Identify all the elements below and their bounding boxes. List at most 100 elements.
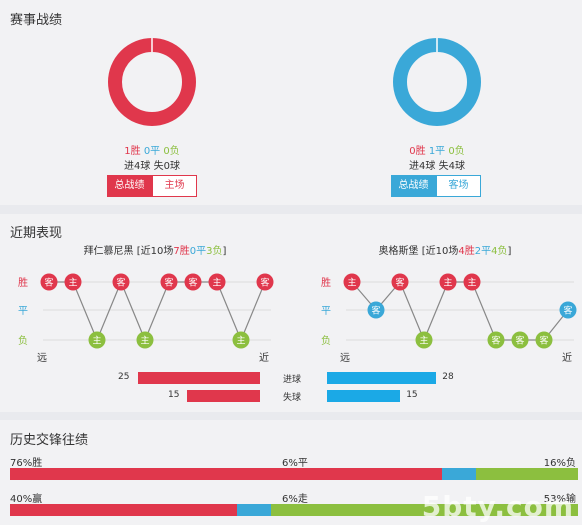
svg-text:主: 主 — [467, 277, 476, 289]
home-goals-value: 25 — [118, 372, 130, 382]
home-match-dot: 主 — [232, 331, 250, 349]
hist2-loss-segment — [271, 504, 578, 516]
home-conceded-value: 15 — [168, 390, 180, 400]
away-far-label: 远 — [340, 352, 350, 364]
home-ring-win — [108, 38, 196, 126]
away-match-dot: 客 — [487, 331, 505, 349]
svg-text:主: 主 — [140, 335, 149, 347]
home-loss-count: 0负 — [163, 146, 180, 157]
away-ring-chart — [393, 38, 481, 126]
away-match-dot: 主 — [463, 273, 481, 291]
home-row-label: 负 — [18, 334, 28, 347]
home-row-label: 平 — [18, 306, 28, 317]
home-form-line — [49, 280, 266, 342]
svg-text:客: 客 — [491, 335, 500, 347]
away-conceded: 失4球 — [438, 161, 465, 172]
home-conceded-bar — [186, 390, 260, 402]
away-match-dot: 客 — [535, 331, 553, 349]
home-row-label: 胜 — [18, 277, 28, 289]
svg-text:主: 主 — [68, 277, 77, 289]
away-loss-count: 0负 — [448, 146, 465, 157]
home-tabs: 总战绩 主场 — [107, 175, 197, 197]
svg-text:客: 客 — [188, 277, 197, 289]
away-row-label: 胜 — [321, 277, 331, 289]
svg-text:客: 客 — [539, 335, 548, 347]
away-goals: 进4球 — [409, 161, 436, 172]
goals-label: 进球 — [283, 375, 302, 385]
svg-text:主: 主 — [443, 277, 452, 289]
away-match-dot: 主 — [415, 331, 433, 349]
watermark: 5bty.com — [421, 490, 574, 523]
hist1-draw-segment — [441, 468, 476, 480]
home-record: 1胜 0平 0负 — [92, 142, 212, 157]
home-goals-line: 进4球 失0球 — [92, 157, 212, 172]
away-conceded-value: 15 — [406, 390, 418, 400]
history-draw-pct: 6%平 — [282, 458, 308, 469]
home-team-name: 拜仁慕尼黑 — [83, 246, 134, 257]
home-goals-bar — [138, 372, 260, 384]
hist1-loss-segment — [475, 468, 578, 480]
home-win-count: 1胜 — [124, 146, 141, 157]
tab-away-overall[interactable]: 总战绩 — [391, 175, 436, 197]
recent-title: 近期表现 — [10, 226, 63, 241]
home-draw-count: 0平 — [143, 146, 161, 157]
away-match-dot: 客 — [391, 273, 409, 291]
hist1-win-segment — [10, 468, 442, 480]
tab-home-overall[interactable]: 总战绩 — [107, 175, 152, 197]
history-loss-pct: 16%负 — [543, 458, 576, 469]
svg-text:客: 客 — [116, 277, 125, 289]
svg-text:客: 客 — [260, 277, 269, 289]
svg-text:主: 主 — [212, 277, 221, 289]
away-goals-value: 28 — [442, 372, 454, 382]
svg-text:客: 客 — [563, 305, 572, 317]
home-match-dot: 客 — [160, 273, 178, 291]
history-result-bar — [10, 468, 578, 480]
conceded-label: 失球 — [283, 393, 302, 403]
away-near-label: 近 — [562, 351, 572, 364]
svg-text:主: 主 — [419, 335, 428, 347]
home-far-label: 远 — [37, 352, 47, 364]
home-match-dot: 主 — [208, 273, 226, 291]
away-match-dot: 客 — [367, 301, 385, 319]
home-match-dot: 客 — [256, 273, 274, 291]
away-match-dot: 客 — [511, 331, 529, 349]
home-match-dot: 客 — [40, 273, 58, 291]
away-match-dot: 主 — [439, 273, 457, 291]
recent-section: 近期表现 拜仁慕尼黑 [近10场7胜0平3负] 奥格斯堡 [近10场4胜2平4负… — [0, 214, 582, 412]
svg-text:客: 客 — [515, 335, 524, 347]
recent-form-chart: 胜平负客 主主客主客客主主客远 近胜平负主客客主主 主客客客客远近 — [18, 273, 577, 364]
away-form-line — [351, 280, 569, 342]
svg-text:客: 客 — [371, 305, 380, 317]
away-conceded-bar — [327, 390, 401, 402]
away-win-count: 0胜 — [409, 146, 426, 157]
home-match-dot: 主 — [64, 273, 82, 291]
history-section: 历史交锋往绩 76%胜 6%平 16%负 40%赢 6%走 53%输 5bty.… — [0, 420, 582, 525]
history-win-pct: 76%胜 — [10, 458, 43, 469]
away-row-label: 平 — [321, 306, 331, 317]
history-handicap-push-pct: 6%走 — [282, 494, 308, 505]
history-title: 历史交锋往绩 — [10, 433, 89, 448]
hist2-win-segment — [10, 504, 238, 516]
away-recent-header: 奥格斯堡 [近10场4胜2平4负] — [378, 246, 512, 257]
history-handicap-bar — [10, 504, 578, 516]
home-recent-header: 拜仁慕尼黑 [近10场7胜0平3负] — [83, 246, 227, 257]
home-match-dot: 主 — [136, 331, 154, 349]
away-record: 0胜 1平 0负 — [377, 142, 497, 157]
history-handicap-win-pct: 40%赢 — [10, 494, 43, 505]
tab-away-venue[interactable]: 客场 — [436, 175, 481, 197]
svg-text:客: 客 — [44, 277, 53, 289]
tab-home-venue[interactable]: 主场 — [152, 175, 197, 197]
away-match-dot: 客 — [559, 301, 577, 319]
away-match-dot: 主 — [343, 273, 361, 291]
home-match-dot: 客 — [184, 273, 202, 291]
home-goals: 进4球 — [124, 161, 151, 172]
svg-text:主: 主 — [347, 277, 356, 289]
home-match-dot: 主 — [88, 331, 106, 349]
away-draw-count: 1平 — [428, 146, 446, 157]
history-handicap-loss-pct: 53%输 — [543, 494, 576, 505]
away-ring-draw — [393, 38, 481, 126]
svg-text:客: 客 — [395, 277, 404, 289]
home-conceded: 失0球 — [153, 161, 180, 172]
hist2-draw-segment — [237, 504, 272, 516]
home-ring-chart — [108, 38, 196, 126]
